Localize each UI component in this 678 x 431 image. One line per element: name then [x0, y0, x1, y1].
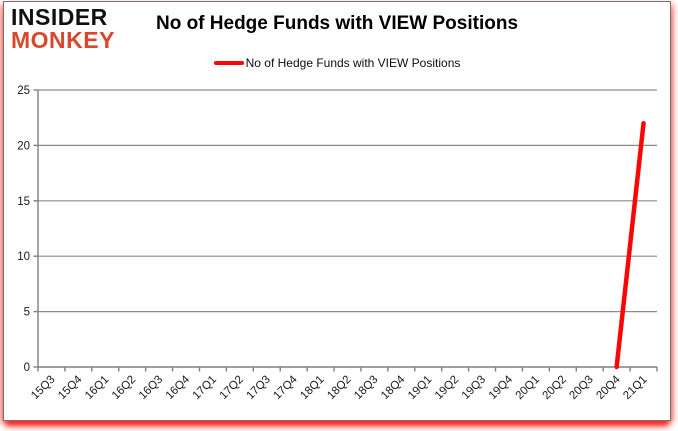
y-tick-label: 25	[17, 85, 30, 97]
y-tick-label: 20	[17, 140, 30, 152]
x-tick-label: 17Q3	[244, 374, 272, 402]
y-tick-label: 0	[24, 362, 30, 374]
x-tick-label: 16Q4	[164, 373, 193, 402]
x-tick-label: 20Q4	[594, 373, 623, 402]
x-tick-label: 16Q3	[137, 374, 165, 402]
x-tick-label: 20Q3	[567, 374, 595, 402]
x-tick-label: 19Q1	[406, 374, 434, 402]
x-tick-label: 18Q2	[325, 374, 353, 402]
x-tick-label: 18Q3	[352, 374, 380, 402]
x-tick-label: 18Q4	[379, 373, 408, 402]
chart-title: No of Hedge Funds with VIEW Positions	[155, 13, 519, 34]
legend: No of Hedge Funds with VIEW Positions	[3, 56, 671, 70]
x-tick-label: 16Q1	[83, 374, 111, 402]
x-tick-label: 17Q2	[218, 374, 246, 402]
x-tick-label: 18Q1	[298, 374, 326, 402]
x-tick-label: 15Q3	[29, 374, 57, 402]
x-tick-label: 19Q2	[433, 374, 461, 402]
y-tick-label: 5	[24, 307, 30, 319]
logo-line-monkey: MONKEY	[11, 26, 115, 53]
y-tick-label: 15	[17, 196, 30, 208]
x-tick-label: 21Q1	[621, 374, 649, 402]
logo-line-insider: INSIDER	[11, 4, 108, 30]
x-tick-label: 20Q1	[514, 374, 542, 402]
insider-monkey-logo: INSIDER MONKEY	[11, 6, 115, 51]
x-tick-label: 17Q4	[271, 373, 300, 402]
x-tick-label: 15Q4	[56, 373, 85, 402]
x-tick-label: 19Q4	[487, 373, 516, 402]
series-line	[614, 120, 646, 370]
x-tick-label: 19Q3	[460, 374, 488, 402]
legend-line-swatch	[213, 61, 244, 65]
x-tick-label: 17Q1	[191, 374, 219, 402]
y-tick-label: 10	[17, 251, 30, 263]
legend-label: No of Hedge Funds with VIEW Positions	[245, 56, 461, 70]
x-tick-label: 16Q2	[110, 374, 138, 402]
x-tick-label: 20Q2	[541, 374, 569, 402]
chart-card	[3, 1, 671, 421]
